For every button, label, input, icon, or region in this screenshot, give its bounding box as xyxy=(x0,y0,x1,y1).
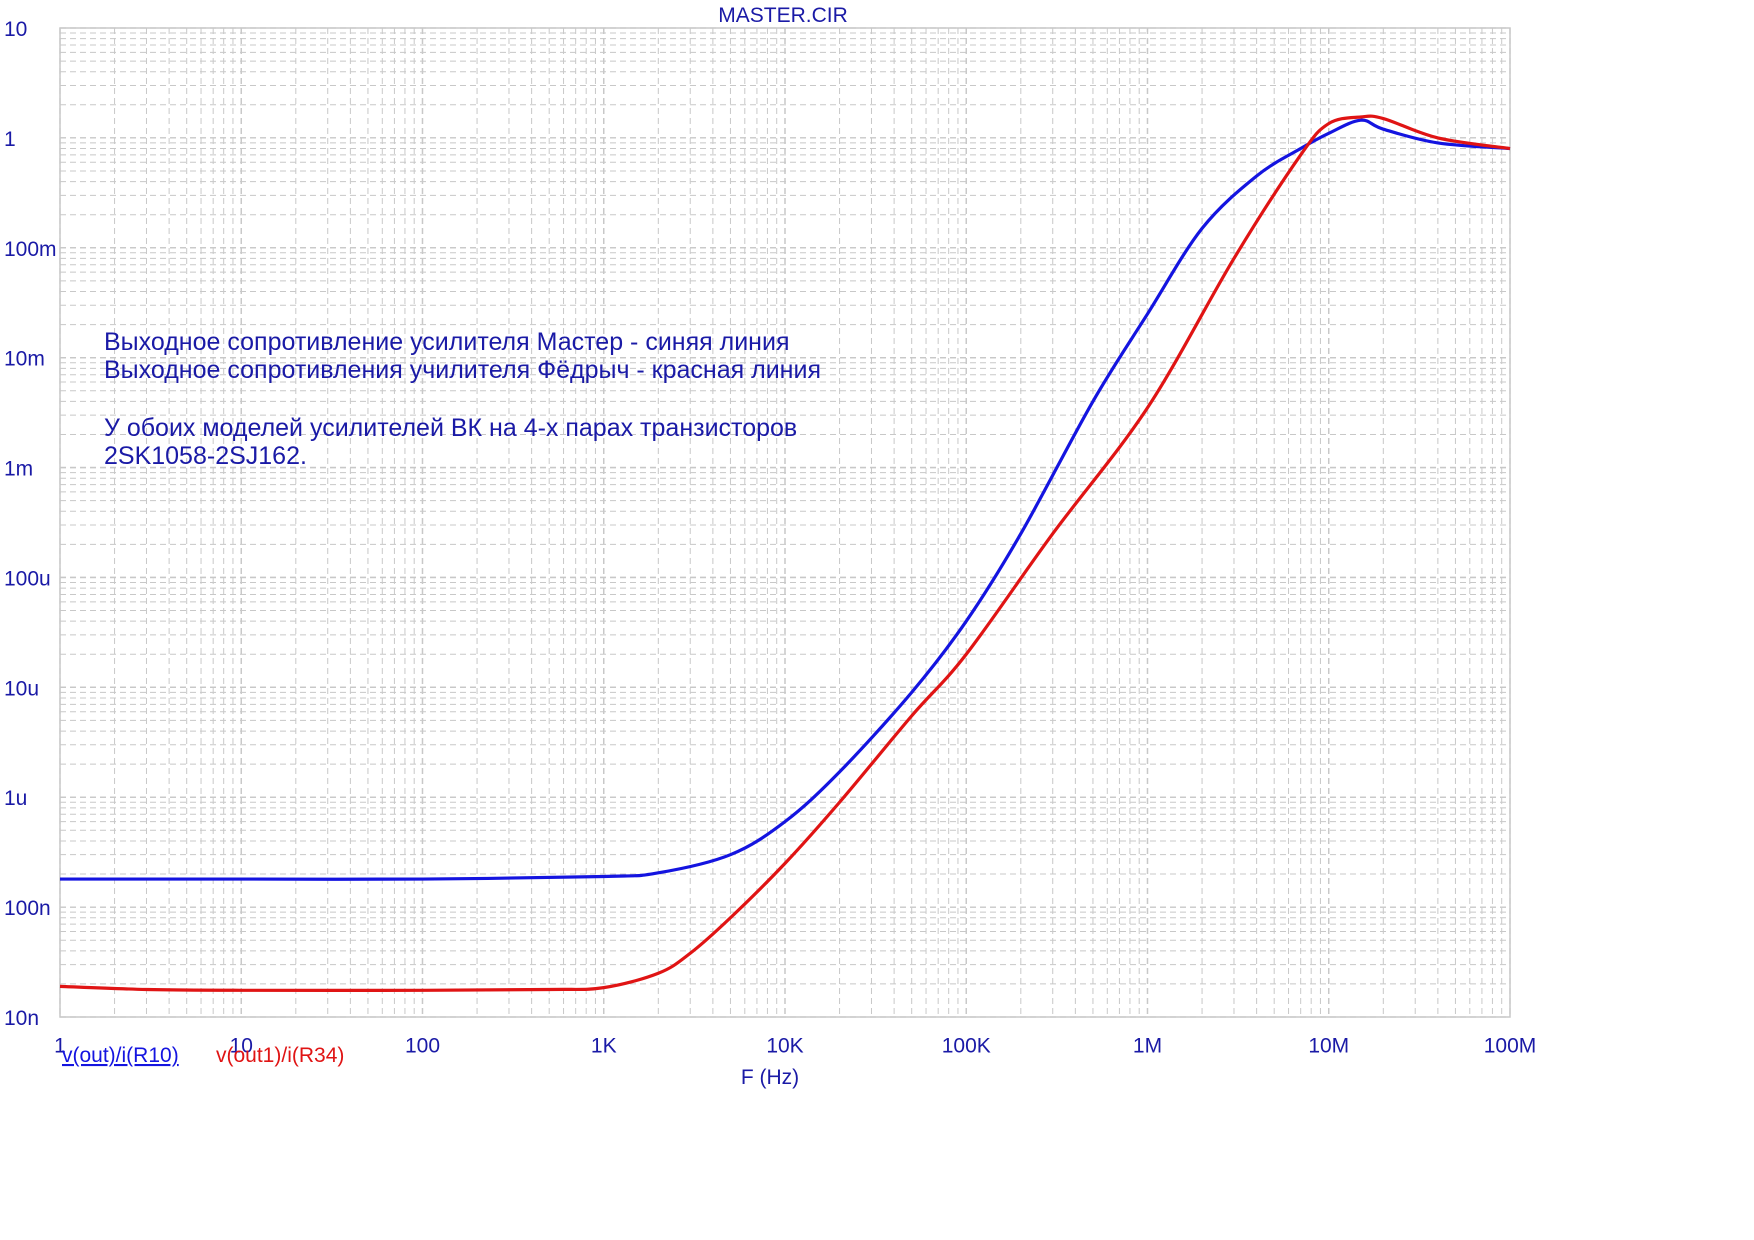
x-tick-labels: 1 10 100 1K 10K 100K 1M 10M 100M xyxy=(54,1034,1536,1057)
y-tick-label: 1u xyxy=(4,787,27,810)
annotation-line-4: 2SK1058-2SJ162. xyxy=(104,442,307,470)
x-tick-label: 10M xyxy=(1308,1034,1349,1057)
y-tick-label: 10n xyxy=(4,1007,39,1030)
x-tick-label: 10 xyxy=(230,1034,253,1057)
y-tick-label: 100u xyxy=(4,567,51,590)
y-tick-label: 10m xyxy=(4,348,45,371)
x-tick-label: 100M xyxy=(1484,1034,1537,1057)
x-axis-label: F (Hz) xyxy=(741,1066,799,1089)
y-tick-label: 1m xyxy=(4,458,33,481)
annotation-line-2: Выходное сопротивления училителя Фёдрыч … xyxy=(104,356,821,384)
x-tick-label: 100K xyxy=(942,1034,991,1057)
x-tick-label: 10K xyxy=(766,1034,803,1057)
series-layer xyxy=(59,114,1511,992)
legend-entry-blue[interactable]: v(out)/i(R10) xyxy=(62,1044,179,1067)
y-tick-label: 100m xyxy=(4,238,57,261)
x-tick-label: 1 xyxy=(54,1034,66,1057)
series-line-red xyxy=(59,114,1511,992)
series-line-blue xyxy=(60,118,1511,881)
y-tick-label: 100n xyxy=(4,897,51,920)
annotations: Выходное сопротивление усилителя Мастер … xyxy=(104,328,821,470)
y-tick-label: 1 xyxy=(4,128,16,151)
x-tick-label: 1M xyxy=(1133,1034,1162,1057)
y-tick-label: 10u xyxy=(4,677,39,700)
annotation-line-1: Выходное сопротивление усилителя Мастер … xyxy=(104,328,790,356)
plot-frame xyxy=(59,27,1511,1018)
x-tick-label: 100 xyxy=(405,1034,440,1057)
grid xyxy=(59,27,1511,1018)
x-tick-label: 1K xyxy=(591,1034,617,1057)
y-tick-label: 10 xyxy=(4,18,27,41)
chart-title: MASTER.CIR xyxy=(718,4,848,27)
legend: v(out)/i(R10) v(out1)/i(R34) xyxy=(62,1044,344,1067)
legend-entry-red[interactable]: v(out1)/i(R34) xyxy=(216,1044,344,1067)
y-tick-labels: 10 1 100m 10m 1m 100u 10u 1u 100n 10n xyxy=(4,18,57,1030)
annotation-line-3: У обоих моделей усилителей ВК на 4-х пар… xyxy=(104,414,797,442)
